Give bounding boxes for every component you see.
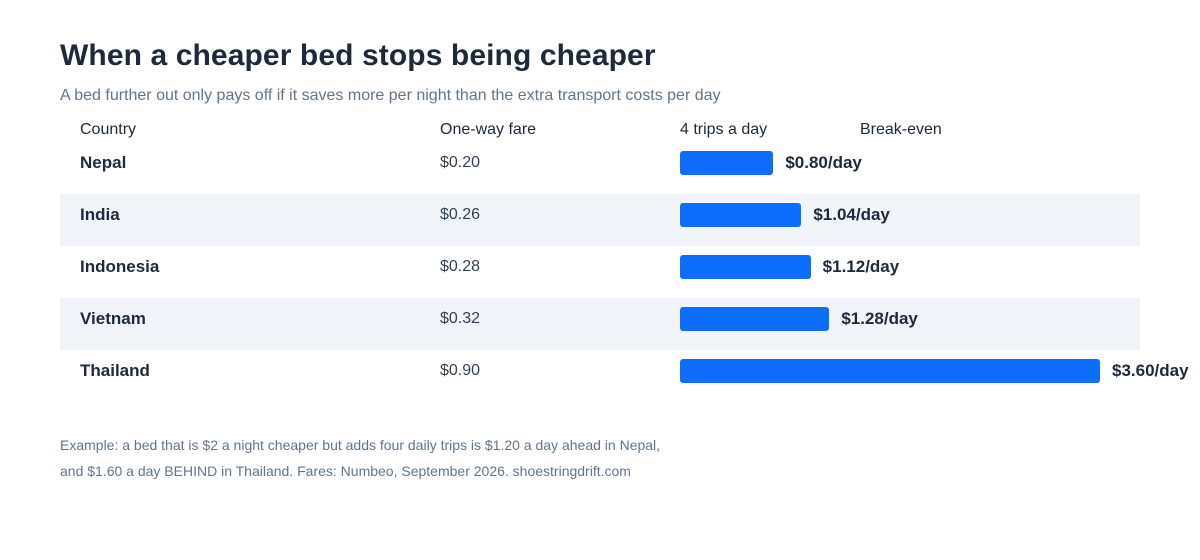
column-header-trips: 4 trips a day [680, 121, 768, 138]
footnote-line-2: and $1.60 a day BEHIND in Thailand. Fare… [60, 463, 631, 479]
chart-title: When a cheaper bed stops being cheaper [60, 39, 656, 72]
bar-value-label: $3.60/day [1112, 361, 1189, 380]
country-label: Indonesia [80, 257, 160, 276]
footnote-line-1: Example: a bed that is $2 a night cheape… [60, 437, 661, 453]
fare-value: $0.90 [440, 362, 481, 379]
country-label: Thailand [80, 361, 150, 380]
chart-subtitle: A bed further out only pays off if it sa… [60, 87, 721, 104]
bar [680, 151, 774, 175]
country-label: India [80, 205, 120, 224]
bar-value-label: $1.28/day [841, 309, 918, 328]
fare-value: $0.28 [440, 258, 481, 275]
column-header-breakeven: Break-even [860, 121, 942, 138]
bar [680, 203, 802, 227]
bar-value-label: $0.80/day [785, 153, 862, 172]
table-row: India $0.26 $1.04/day [60, 194, 1140, 246]
bar [680, 307, 830, 331]
footnote: Example: a bed that is $2 a night cheape… [60, 432, 760, 484]
bar [680, 359, 1100, 383]
country-label: Vietnam [80, 309, 146, 328]
country-label: Nepal [80, 153, 127, 172]
bar-chart-rows: Nepal $0.20 $0.80/day India $0.26 $1.04/day In… [60, 142, 1189, 402]
column-header-fare: One-way fare [440, 121, 537, 138]
fare-value: $0.26 [440, 206, 481, 223]
table-row: Nepal $0.20 $0.80/day [60, 142, 1140, 194]
column-header-country: Country [80, 121, 137, 138]
table-row: Indonesia $0.28 $1.12/day [60, 246, 1140, 298]
bar [680, 255, 811, 279]
table-row: Thailand $0.90 $3.60/day [60, 350, 1189, 402]
bar-value-label: $1.12/day [822, 257, 900, 276]
fare-value: $0.20 [440, 154, 481, 171]
table-row: Vietnam $0.32 $1.28/day [60, 298, 1140, 350]
fare-value: $0.32 [440, 310, 481, 327]
bar-value-label: $1.04/day [813, 205, 890, 224]
